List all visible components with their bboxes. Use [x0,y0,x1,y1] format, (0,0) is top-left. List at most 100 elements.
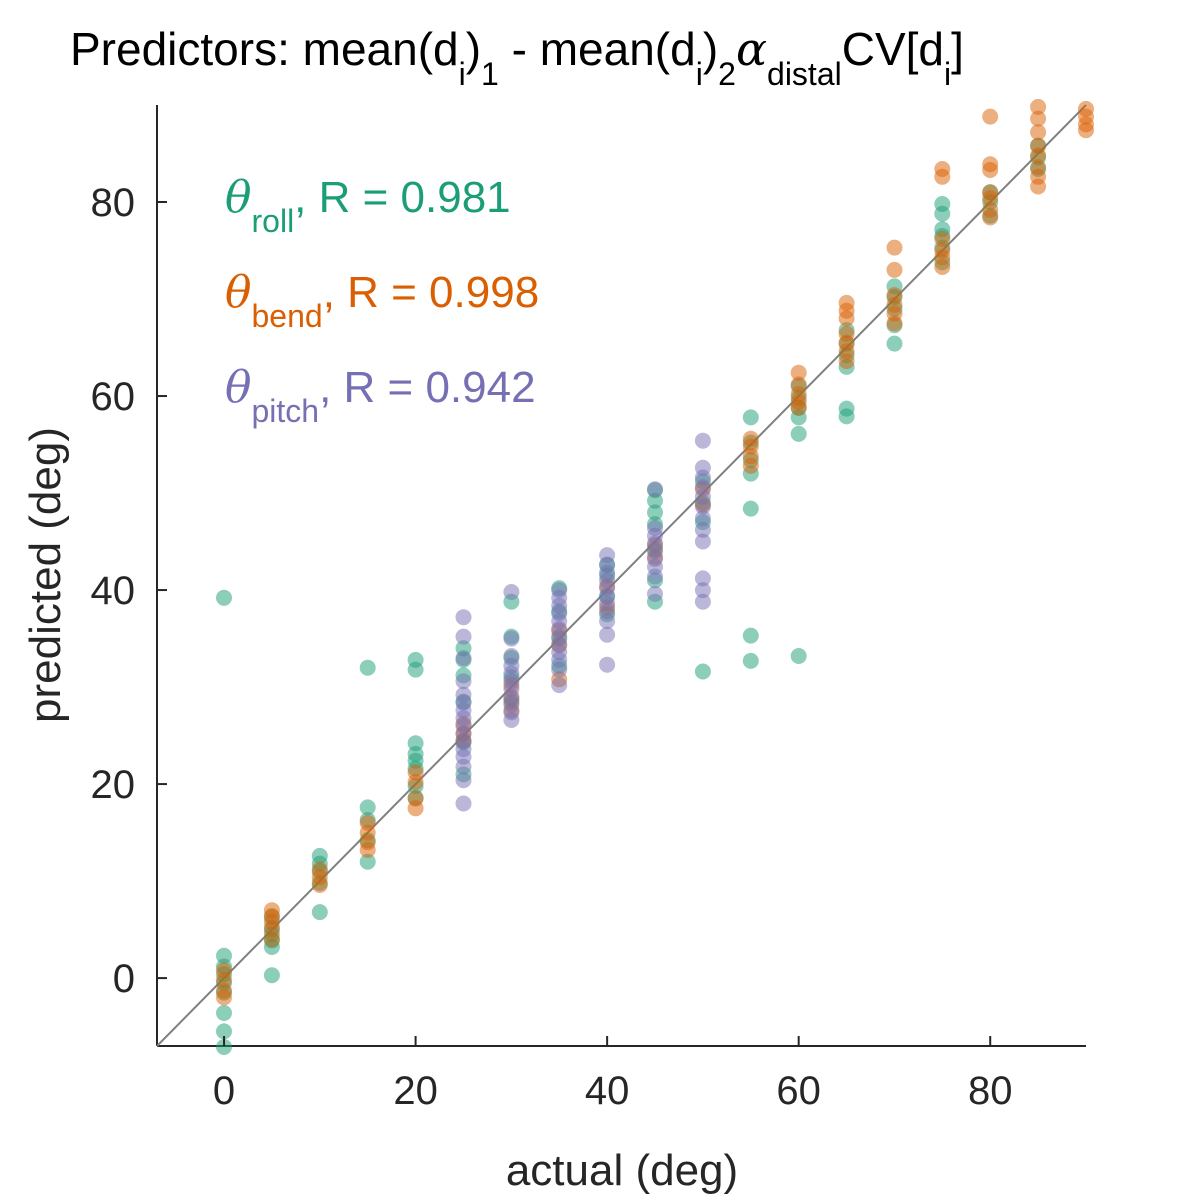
point-roll-7 [216,1039,232,1055]
point-roll-31 [407,651,424,668]
point-bend-74 [1030,137,1047,154]
point-bend-43 [790,364,807,381]
point-roll-59 [694,663,711,680]
point-pitch-1 [455,772,472,789]
series-pitch [455,432,711,812]
point-pitch-58 [647,481,663,498]
point-bend-59 [934,242,951,259]
y-tick-label-20: 20 [91,763,136,807]
point-roll-18 [311,847,328,864]
point-roll-29 [407,735,424,752]
point-roll-23 [359,659,376,676]
point-roll-5 [216,1005,232,1021]
point-bend-64 [982,201,999,218]
point-bend-66 [982,184,999,201]
y-axis-label: predicted (deg) [21,427,70,723]
point-pitch-62 [694,533,711,550]
x-tick-label-40: 40 [585,1069,630,1113]
point-pitch-14 [455,628,472,645]
legend: θroll, R = 0.981 θbend, R = 0.998 θpitch… [225,172,539,429]
point-pitch-12 [455,673,472,690]
identity-line-segment [156,104,1087,1047]
point-roll-63 [742,652,759,669]
axes [156,105,1086,1047]
y-tick-label-80: 80 [91,181,136,225]
point-roll-22 [359,799,376,816]
point-bend-3 [216,989,232,1006]
point-pitch-64 [694,510,711,527]
point-bend-15 [359,814,376,831]
x-tick-label-0: 0 [213,1069,235,1113]
point-pitch-50 [647,585,663,602]
point-pitch-0 [455,795,472,812]
point-bend-62 [934,161,951,177]
point-pitch-26 [503,584,520,600]
legend-pitch: θpitch, R = 0.942 [225,362,536,429]
y-tick-label-60: 60 [91,375,136,419]
point-bend-47 [838,325,855,342]
point-bend-72 [1030,159,1047,176]
point-bend-19 [407,764,424,781]
point-pitch-24 [503,648,520,664]
tick-marks: 0 20 40 60 80 0 20 40 60 80 [91,181,1013,1113]
point-roll-14 [311,904,328,921]
y-tick-label-0: 0 [113,957,135,1001]
point-pitch-15 [455,609,472,626]
point-roll-69 [742,409,759,426]
point-roll-71 [790,425,807,442]
point-roll-65 [742,500,759,517]
point-roll-19 [359,853,376,870]
point-pitch-60 [694,582,711,599]
point-pitch-27 [551,677,568,694]
legend-bend: θbend, R = 0.998 [225,267,539,334]
point-roll-6 [216,1023,232,1040]
point-bend-76 [1030,110,1047,127]
legend-roll: θroll, R = 0.981 [225,172,511,239]
point-bend-55 [886,261,903,278]
point-pitch-11 [455,686,472,703]
point-pitch-25 [503,630,520,647]
x-tick-label-60: 60 [776,1069,821,1113]
point-roll-38 [216,589,232,606]
point-roll-77 [838,400,855,417]
point-pitch-13 [455,650,472,666]
point-roll-56 [647,504,663,521]
data-points [216,98,1094,1055]
identity-line [156,104,1087,1047]
point-bend-8 [263,902,280,919]
point-bend-69 [982,108,999,125]
point-bend-42 [790,376,807,393]
point-bend-50 [838,294,855,311]
point-roll-92 [934,196,951,212]
point-bend-77 [1030,98,1047,115]
point-bend-75 [1030,124,1047,141]
point-bend-56 [886,239,903,256]
point-pitch-40 [599,626,616,643]
point-roll-8 [263,967,280,984]
point-bend-68 [982,156,999,173]
point-bend-60 [934,230,951,247]
point-roll-70 [790,648,807,664]
point-pitch-63 [694,521,711,538]
x-tick-label-20: 20 [393,1069,438,1113]
point-pitch-59 [694,593,711,610]
point-pitch-61 [694,570,711,587]
x-tick-label-80: 80 [968,1069,1013,1113]
point-bend-54 [886,287,903,304]
point-pitch-49 [599,547,616,564]
point-pitch-38 [551,582,568,599]
point-bend-38 [742,430,759,447]
point-roll-64 [742,627,759,644]
chart-title: Predictors: mean(di)1 - mean(di)2αdistal… [70,22,964,92]
point-pitch-70 [694,432,711,449]
point-pitch-57 [647,520,663,536]
y-tick-label-40: 40 [91,569,136,613]
x-axis-label: actual (deg) [506,1146,738,1195]
point-bend-17 [407,790,424,807]
point-pitch-39 [599,656,616,673]
point-bend-11 [311,861,328,878]
point-pitch-69 [694,459,711,476]
point-bend-81 [1078,100,1094,117]
point-roll-82 [886,335,903,352]
